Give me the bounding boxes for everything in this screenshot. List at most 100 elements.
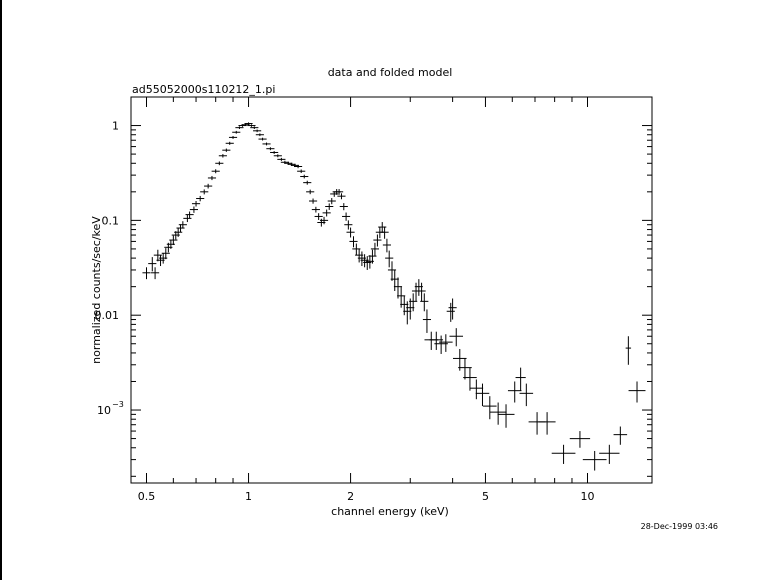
data-point (247, 124, 256, 127)
data-point (538, 412, 556, 435)
data-point (218, 154, 227, 158)
data-points (142, 122, 646, 471)
data-point (266, 147, 275, 151)
data-point (300, 174, 309, 179)
data-point (225, 141, 234, 145)
data-point (228, 135, 238, 139)
data-point (337, 193, 346, 200)
data-point (196, 195, 205, 202)
data-point (439, 334, 453, 352)
data-point (327, 198, 336, 205)
data-point (475, 383, 490, 407)
data-point (373, 234, 382, 247)
left-edge-border (0, 0, 2, 580)
data-point (448, 298, 457, 320)
data-point (151, 267, 160, 280)
data-point (270, 151, 279, 154)
data-point (469, 379, 484, 400)
data-point (235, 126, 244, 129)
timestamp: 28-Dec-1999 03:46 (641, 522, 718, 531)
data-point (250, 126, 259, 129)
data-point (489, 402, 507, 425)
data-point (483, 396, 497, 420)
data-point (232, 130, 241, 134)
data-point (344, 220, 353, 230)
data-point (613, 426, 628, 445)
data-point (222, 148, 231, 152)
data-point (148, 257, 157, 272)
data-point (370, 242, 380, 257)
data-point (417, 282, 426, 302)
data-point (258, 137, 267, 141)
data-point (515, 367, 526, 391)
data-point (342, 212, 351, 221)
y-axis-ticks: 1 0.1 0.01 10 −3 (95, 96, 652, 477)
data-point (262, 142, 271, 146)
data-point (322, 209, 331, 217)
data-point (308, 198, 318, 204)
data-point (211, 169, 220, 174)
y-tick-label: 0.01 (95, 309, 120, 322)
data-point (528, 412, 546, 435)
data-point (277, 157, 286, 161)
data-point (191, 201, 201, 207)
y-tick-label: 0.1 (102, 214, 120, 227)
data-point (551, 444, 576, 464)
x-tick-label: 5 (482, 490, 489, 503)
data-point (420, 293, 429, 312)
data-point (625, 336, 632, 365)
data-point (253, 129, 262, 133)
data-point (311, 206, 320, 213)
data-point (255, 133, 264, 137)
y-tick-exponent: −3 (112, 400, 124, 409)
data-point (628, 381, 646, 403)
data-point (142, 267, 151, 280)
data-point (346, 227, 355, 238)
chart-title: data and folded model (328, 66, 453, 79)
y-axis-label: normalized counts/sec/keV (90, 216, 103, 364)
data-point (582, 450, 607, 471)
data-point (314, 213, 323, 220)
data-point (303, 180, 312, 185)
data-point (382, 238, 391, 253)
data-point (273, 154, 282, 158)
data-point (161, 248, 170, 260)
data-point (599, 444, 620, 464)
data-point (422, 309, 432, 333)
data-point (244, 122, 253, 125)
data-point (169, 235, 178, 245)
x-tick-label: 1 (245, 490, 252, 503)
chart-subtitle: ad55052000s110212_1.pi (132, 83, 275, 96)
data-point (297, 169, 306, 173)
x-tick-label: 2 (347, 490, 354, 503)
data-point (569, 431, 591, 448)
data-point (335, 189, 344, 195)
data-point (306, 189, 315, 195)
y-tick-label: 1 (112, 120, 119, 133)
data-point (497, 404, 515, 428)
x-tick-label: 10 (580, 490, 594, 503)
data-point (507, 381, 522, 403)
data-point (446, 302, 455, 322)
data-point (183, 214, 192, 223)
data-point (325, 203, 334, 210)
data-point (385, 250, 394, 268)
data-point (449, 328, 464, 347)
data-point (339, 203, 348, 211)
data-point (453, 349, 467, 371)
data-point (380, 226, 389, 239)
data-point (207, 175, 217, 181)
data-point (200, 189, 209, 195)
data-point (463, 367, 477, 391)
data-point (349, 236, 358, 248)
data-point (319, 216, 329, 225)
data-point (189, 206, 198, 213)
plot-frame (130, 96, 653, 484)
x-axis-ticks: 0.5 1 2 5 10 (138, 97, 594, 503)
data-point (215, 161, 224, 166)
data-point (294, 164, 303, 169)
data-point (519, 383, 534, 407)
x-axis-label: channel energy (keV) (331, 505, 449, 518)
x-tick-label: 0.5 (138, 490, 156, 503)
